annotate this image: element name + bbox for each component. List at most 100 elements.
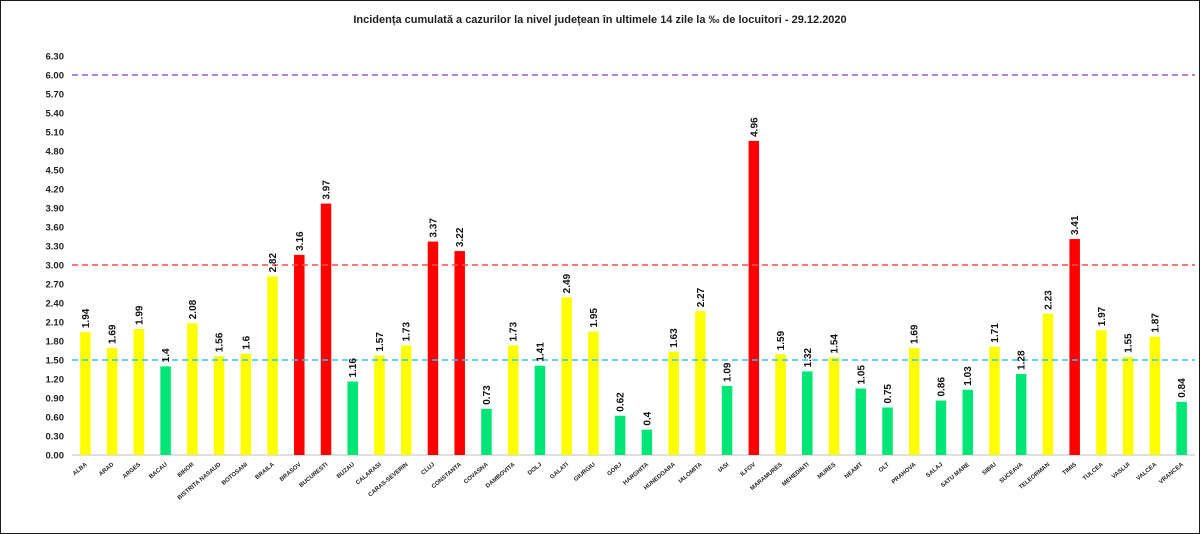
y-tick-label: 4.80 — [46, 147, 65, 158]
y-tick-label: 0.90 — [46, 394, 65, 405]
data-label: 2.08 — [188, 299, 199, 319]
bar — [160, 366, 171, 455]
data-label: 2.23 — [1043, 290, 1054, 310]
x-tick-label: NEAMT — [844, 462, 864, 481]
x-tick-label: BACAU — [148, 462, 168, 481]
data-label: 1.73 — [509, 322, 520, 342]
data-label: 1.41 — [535, 342, 546, 362]
x-tick-label: SATU MARE — [940, 462, 971, 489]
x-tick-label: OLT — [878, 462, 891, 474]
x-tick-label: BRASOV — [279, 462, 303, 483]
bar — [374, 355, 385, 455]
x-tick-label: CONSTANTA — [431, 462, 464, 491]
data-label: 1.69 — [108, 324, 119, 344]
x-tick-label: MURES — [817, 462, 837, 481]
data-label: 1.95 — [589, 308, 600, 328]
data-label: 3.97 — [322, 180, 333, 200]
bar — [614, 415, 626, 455]
y-tick-label: 0.60 — [46, 413, 65, 424]
x-tick-label: VASLUI — [1111, 462, 1132, 481]
bar — [1015, 373, 1027, 455]
x-tick-label: TIMIS — [1062, 462, 1078, 477]
x-tick-label: ILFOV — [740, 462, 757, 478]
data-label: 0.4 — [642, 411, 653, 425]
data-label: 1.94 — [81, 308, 92, 328]
data-label: 1.97 — [1097, 306, 1108, 326]
data-label: 1.54 — [830, 334, 841, 354]
y-tick-label: 1.50 — [46, 356, 65, 367]
x-tick-label: DOLJ — [527, 462, 543, 477]
x-tick-label: MEHEDINTI — [781, 462, 810, 488]
x-tick-label: PRAHOVA — [891, 462, 918, 486]
bar — [454, 251, 465, 455]
x-tick-label: ARGES — [122, 462, 142, 480]
x-tick-label: HARGHITA — [622, 462, 650, 487]
bar — [641, 429, 653, 455]
data-label: 1.09 — [723, 362, 734, 382]
bar — [80, 332, 91, 455]
y-tick-label: 3.30 — [46, 242, 65, 253]
bar — [1149, 336, 1161, 455]
x-tick-label: BRAILA — [255, 462, 277, 482]
y-tick-label: 6.00 — [46, 71, 65, 82]
bar — [989, 346, 1000, 455]
bar — [855, 388, 867, 455]
x-tick-label: DAMBOVITA — [485, 462, 517, 490]
x-tick-label: IALOMITA — [678, 462, 704, 485]
data-label: 1.32 — [803, 347, 814, 367]
bar — [588, 331, 599, 455]
x-tick-label: CALARASI — [355, 462, 383, 487]
bar — [561, 297, 572, 455]
x-tick-label: SALAJ — [925, 462, 944, 479]
data-label: 1.4 — [161, 348, 172, 362]
data-label: 1.6 — [241, 335, 252, 349]
x-tick-label: COVASNA — [463, 462, 490, 486]
bar — [1176, 401, 1187, 455]
bar — [481, 408, 492, 455]
y-tick-label: 2.70 — [46, 280, 65, 291]
x-tick-label: ARAD — [98, 462, 116, 478]
data-label: 0.86 — [936, 377, 947, 397]
x-tick-label: VRANCEA — [1158, 462, 1185, 486]
data-label: 1.69 — [910, 324, 921, 344]
data-label: 1.63 — [669, 328, 680, 348]
y-tick-label: 4.20 — [46, 185, 65, 196]
y-tick-label: 0.00 — [46, 451, 65, 462]
x-tick-label: SIBIU — [982, 462, 998, 477]
bar — [187, 323, 198, 455]
data-label: 2.27 — [696, 287, 707, 307]
y-tick-label: 1.80 — [46, 337, 65, 348]
bar — [320, 203, 332, 455]
y-tick-label: 2.40 — [46, 299, 65, 310]
data-label: 0.62 — [616, 392, 627, 412]
bar — [802, 371, 813, 455]
y-tick-label: 4.50 — [46, 166, 65, 177]
x-tick-label: BIHOR — [177, 462, 196, 479]
data-label: 1.71 — [990, 323, 1001, 343]
y-tick-label: 3.60 — [46, 223, 65, 234]
data-label: 1.55 — [1124, 333, 1135, 353]
bar — [1069, 239, 1080, 455]
x-tick-label: GIURGIU — [573, 462, 597, 483]
x-tick-label: BUZAU — [336, 462, 356, 480]
bar — [1042, 313, 1054, 455]
data-label: 1.16 — [348, 358, 359, 378]
bar — [775, 354, 786, 455]
bar — [935, 400, 947, 455]
data-label: 1.28 — [1017, 350, 1028, 370]
data-label: 1.57 — [375, 332, 386, 352]
y-tick-label: 3.90 — [46, 204, 65, 215]
x-tick-label: BOTOSANI — [221, 462, 249, 487]
y-tick-label: 0.30 — [46, 432, 65, 443]
data-label: 1.03 — [963, 366, 974, 386]
data-label: 3.41 — [1070, 215, 1081, 235]
bar — [507, 345, 519, 455]
bar — [427, 241, 439, 455]
bar — [267, 276, 278, 455]
bar — [882, 407, 893, 455]
bar — [1096, 330, 1107, 455]
bar — [294, 254, 305, 455]
bar — [962, 389, 973, 455]
data-label: 0.75 — [883, 384, 894, 404]
